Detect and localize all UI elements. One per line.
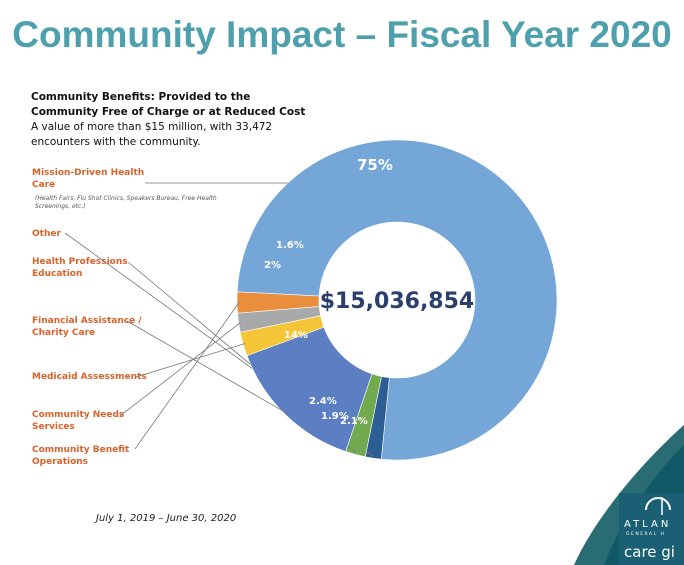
slide-title: Community Impact – Fiscal Year 2020 [12,14,672,55]
logo-text-small: GENERAL H [626,531,665,537]
logo-tagline: care gi [624,543,675,561]
slice-value-label: 2.1% [340,416,368,427]
intro-heading: Community Benefits: Provided to the Comm… [31,91,306,118]
legend-label-mission-driven: Mission-Driven Health Care [32,168,145,190]
slice-value-label: 1.9% [321,411,349,422]
slice-value-label: 14% [284,330,308,341]
slice-value-label: 75% [357,156,393,174]
legend-label-community-benefit-ops: Community Benefit Operations [32,445,130,467]
center-total: $15,036,854 [320,289,474,314]
logo-mark [645,497,671,511]
legend-label-other: Other [32,229,61,239]
donut-slice [236,139,558,461]
intro-body: A value of more than $15 million, with 3… [31,121,273,148]
leader-line [126,320,288,414]
logo-corner: ATLAN GENERAL H care gi [564,415,684,565]
leader-line [134,302,240,450]
legend-label-community-needs: Community Needs Services [32,410,125,432]
slice-value-label: 2.4% [309,396,337,407]
logo-text-top: ATLAN [624,519,671,530]
legend-label-financial-assistance: Financial Assistance / Charity Care [32,316,142,338]
legend-label-medicaid: Medicaid Assessments [32,372,147,382]
logo-background [619,493,684,565]
date-range: July 1, 2019 – June 30, 2020 [96,513,237,524]
legend-label-health-professions: Health Professions Education [32,257,128,279]
slice-value-label: 1.6% [276,240,304,251]
donut-slice [236,291,320,314]
leader-line [135,343,246,378]
intro-text: Community Benefits: Provided to the Comm… [31,90,321,150]
slice-value-label: 2% [264,260,281,271]
legend-note: (Health Fairs, Flu Shot Clinics, Speaker… [35,195,217,210]
leader-line [119,322,241,417]
